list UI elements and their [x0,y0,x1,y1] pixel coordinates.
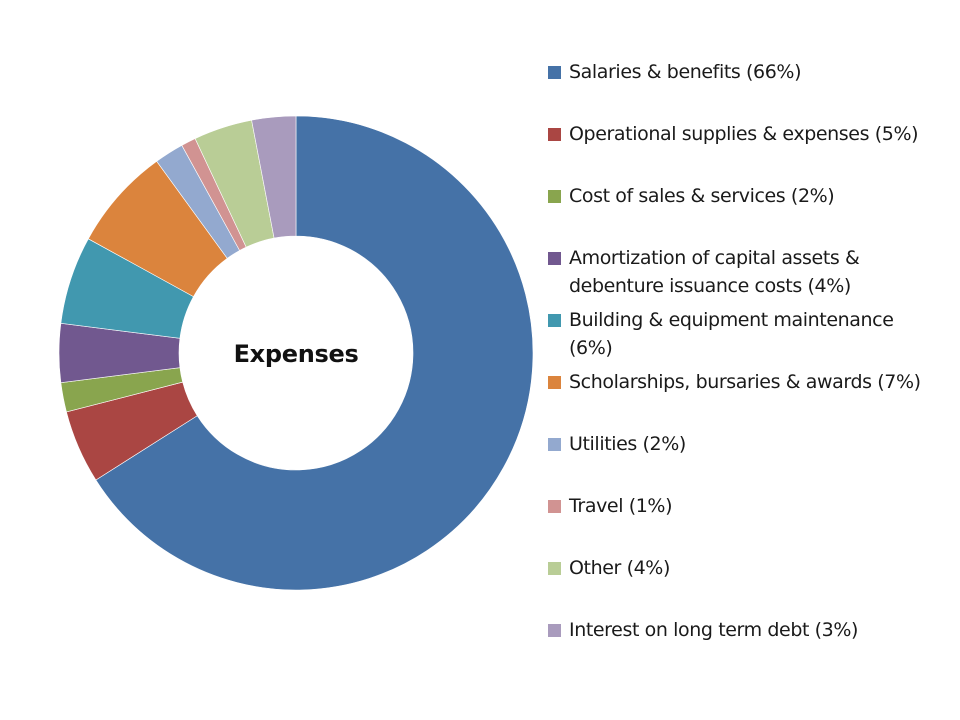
legend-swatch-icon [548,252,561,265]
donut-slices [58,115,534,591]
chart-center-label: Expenses [233,340,359,368]
legend-swatch-icon [548,562,561,575]
legend-label: Utilities (2%) [569,433,686,455]
legend-item-travel: Travel (1%) [548,492,672,520]
legend-item-amortization: Amortization of capital assets & debentu… [548,244,860,300]
donut-slice-salaries-benefits [95,115,534,591]
legend-item-salaries: Salaries & benefits (66%) [548,58,801,86]
legend-swatch-icon [548,500,561,513]
legend-label: Cost of sales & services (2%) [569,185,835,207]
legend-item-other: Other (4%) [548,554,670,582]
legend-label: Interest on long term debt (3%) [569,619,859,641]
legend-label: Amortization of capital assets & debentu… [569,247,860,297]
legend-swatch-icon [548,376,561,389]
legend-item-utilities: Utilities (2%) [548,430,686,458]
legend-item-interest: Interest on long term debt (3%) [548,616,858,644]
legend-item-operational-supplies: Operational supplies & expenses (5%) [548,120,919,148]
legend-label: Other (4%) [569,557,670,579]
legend-swatch-icon [548,438,561,451]
donut-slice-interest-on-long-term-debt [251,115,297,239]
legend-label: Scholarships, bursaries & awards (7%) [569,371,921,393]
legend-swatch-icon [548,624,561,637]
legend-swatch-icon [548,128,561,141]
legend-label: Travel (1%) [569,495,673,517]
legend-swatch-icon [548,314,561,327]
legend-item-scholarships: Scholarships, bursaries & awards (7%) [548,368,921,396]
legend-swatch-icon [548,190,561,203]
legend-label: Building & equipment maintenance (6%) [569,309,894,359]
legend-label: Operational supplies & expenses (5%) [569,123,919,145]
legend-label: Salaries & benefits (66%) [569,61,802,83]
legend-item-building-maintenance: Building & equipment maintenance (6%) [548,306,894,362]
legend-swatch-icon [548,66,561,79]
legend-item-cost-of-sales: Cost of sales & services (2%) [548,182,835,210]
